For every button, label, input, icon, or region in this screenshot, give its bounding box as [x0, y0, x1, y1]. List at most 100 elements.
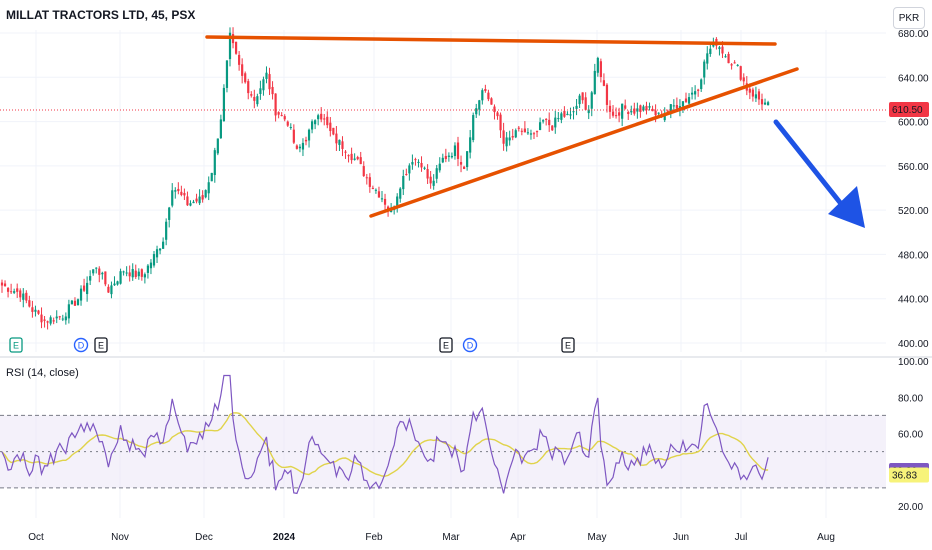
- candle-body-89: [271, 86, 274, 95]
- candle-body-85: [259, 88, 262, 94]
- candle-body-139: [423, 167, 426, 169]
- currency-button[interactable]: PKR: [893, 7, 925, 29]
- candle-body-190: [578, 95, 581, 105]
- earnings-marker: [439, 337, 453, 353]
- candle-body-236: [718, 47, 721, 50]
- candle-body-54: [165, 221, 168, 240]
- candle-body-193: [587, 109, 590, 114]
- candle-body-181: [551, 125, 554, 131]
- candle-body-0: [0, 282, 4, 286]
- candle-body-30: [92, 269, 95, 274]
- candle-body-170: [517, 127, 520, 129]
- candle-body-204: [621, 103, 624, 119]
- candle-body-69: [210, 172, 213, 182]
- candle-body-74: [225, 60, 229, 88]
- candle-body-145: [441, 157, 444, 163]
- rsi-tick-label: 60.00: [898, 430, 923, 441]
- candle-body-121: [368, 177, 371, 187]
- candle-body-107: [326, 116, 329, 126]
- candle-body-165: [502, 130, 505, 144]
- candle-body-230: [700, 79, 703, 90]
- candle-body-131: [399, 188, 402, 199]
- candle-body-164: [499, 114, 502, 131]
- candle-body-83: [253, 96, 256, 101]
- candle-body-78: [238, 54, 241, 65]
- candle-body-202: [614, 115, 618, 117]
- candle-body-200: [608, 105, 612, 112]
- candle-body-16: [49, 317, 52, 324]
- candle-body-173: [526, 132, 530, 134]
- candle-body-233: [709, 48, 712, 55]
- candle-body-152: [462, 166, 466, 169]
- candle-body-79: [241, 64, 244, 76]
- candle-body-153: [466, 151, 469, 168]
- candle-body-41: [125, 272, 128, 274]
- candle-body-37: [113, 283, 116, 286]
- candle-body-196: [596, 57, 599, 73]
- candle-body-32: [98, 268, 101, 275]
- candle-body-212: [645, 105, 648, 111]
- candle-body-148: [450, 155, 454, 158]
- candle-body-178: [542, 120, 545, 122]
- price-tick-label: 400.00: [898, 339, 929, 350]
- candle-body-209: [636, 108, 639, 112]
- candle-body-65: [198, 196, 201, 204]
- candle-body-158: [481, 90, 484, 101]
- candle-body-155: [472, 115, 475, 141]
- candle-body-23: [70, 300, 74, 305]
- candle-body-7: [22, 293, 25, 300]
- earnings-marker-label: E: [443, 341, 449, 351]
- candle-body-226: [687, 97, 691, 104]
- candle-body-19: [58, 316, 61, 318]
- candle-body-166: [505, 137, 508, 147]
- last-price-label-text: 610.50: [892, 105, 923, 116]
- axes: 400.00 440.00 480.00 520.00 560.00 600.00 640.…: [28, 29, 929, 543]
- candle-body-218: [663, 113, 666, 121]
- gridlines: [0, 30, 932, 518]
- candle-body-176: [535, 131, 539, 133]
- candle-body-4: [13, 291, 16, 293]
- down-arrow-head: [828, 186, 865, 228]
- candle-body-133: [405, 174, 408, 176]
- candle-body-44: [134, 270, 137, 277]
- candle-body-117: [356, 157, 359, 160]
- earnings-marker-label: E: [98, 341, 104, 351]
- candle-body-168: [511, 136, 514, 138]
- x-tick-label: Apr: [510, 532, 526, 543]
- dividend-marker: [73, 337, 89, 353]
- candle-body-141: [429, 176, 432, 184]
- candle-body-174: [529, 133, 533, 135]
- candle-body-57: [174, 190, 177, 192]
- candle-body-67: [204, 190, 207, 198]
- rsi-ma-value-label-box: [889, 467, 929, 483]
- candle-body-35: [107, 286, 110, 293]
- candle-body-216: [657, 112, 660, 114]
- candle-body-63: [192, 201, 195, 204]
- price-tick-label: 520.00: [898, 206, 929, 217]
- candle-body-150: [456, 142, 460, 159]
- candle-body-223: [678, 106, 682, 109]
- x-tick-label: Feb: [365, 532, 383, 543]
- candle-body-94: [286, 121, 289, 126]
- candle-body-248: [754, 94, 758, 99]
- candle-body-28: [86, 282, 89, 295]
- candle-body-114: [347, 155, 350, 157]
- candle-body-104: [317, 115, 320, 120]
- candle-body-220: [669, 104, 672, 113]
- candle-body-98: [298, 146, 302, 149]
- candle-body-229: [697, 89, 700, 91]
- candle-body-123: [374, 189, 378, 191]
- candle-body-188: [572, 111, 575, 113]
- candle-body-240: [730, 64, 733, 66]
- candle-body-135: [411, 162, 414, 165]
- candle-body-242: [736, 64, 739, 66]
- x-tick-label: Nov: [111, 532, 129, 543]
- candle-body-197: [599, 61, 602, 78]
- candle-body-122: [371, 187, 374, 189]
- candle-body-238: [724, 56, 727, 58]
- candle-body-187: [569, 114, 572, 116]
- candle-body-68: [207, 182, 210, 194]
- x-tick-label: 2024: [273, 532, 296, 543]
- candle-body-43: [131, 269, 134, 278]
